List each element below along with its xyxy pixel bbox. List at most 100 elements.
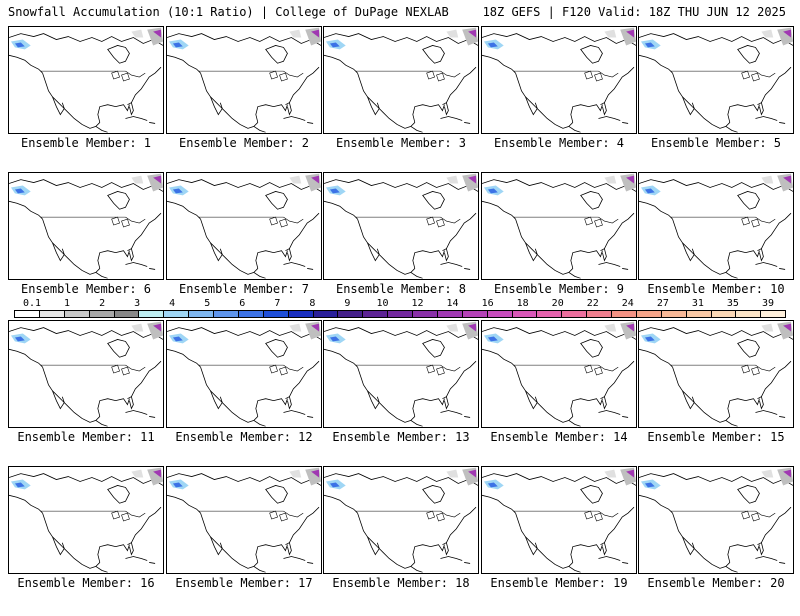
colorbar-cell bbox=[537, 311, 563, 317]
colorbar-cell bbox=[512, 311, 538, 317]
snowfall-map bbox=[166, 172, 322, 280]
snowfall-map bbox=[8, 26, 164, 134]
colorbar-cell bbox=[238, 311, 264, 317]
ensemble-panel: Ensemble Member: 16 bbox=[8, 466, 164, 616]
colorbar-cell bbox=[114, 311, 140, 317]
colorbar-tick-label: 27 bbox=[656, 298, 669, 309]
snowfall-map bbox=[323, 466, 479, 574]
colorbar-tick-label: 8 bbox=[309, 298, 316, 309]
colorbar-cell bbox=[363, 311, 389, 317]
colorbar-cell bbox=[388, 311, 413, 317]
ensemble-member-label: Ensemble Member: 12 bbox=[175, 430, 313, 444]
colorbar-tick-label: 18 bbox=[516, 298, 529, 309]
ensemble-panel: Ensemble Member: 18 bbox=[323, 466, 479, 616]
colorbar-cell bbox=[587, 311, 612, 317]
ensemble-member-label: Ensemble Member: 17 bbox=[175, 576, 313, 590]
colorbar-cell bbox=[736, 311, 762, 317]
colorbar-cell bbox=[487, 311, 513, 317]
ensemble-member-label: Ensemble Member: 2 bbox=[178, 136, 310, 150]
ensemble-panel: Ensemble Member: 2 bbox=[166, 26, 322, 176]
colorbar-tick-label: 24 bbox=[621, 298, 634, 309]
ensemble-member-label: Ensemble Member: 11 bbox=[17, 430, 155, 444]
ensemble-member-label: Ensemble Member: 5 bbox=[650, 136, 782, 150]
snowfall-map bbox=[8, 320, 164, 428]
ensemble-member-label: Ensemble Member: 16 bbox=[17, 576, 155, 590]
colorbar-cell bbox=[263, 311, 289, 317]
colorbar-cell bbox=[139, 311, 165, 317]
ensemble-panel: Ensemble Member: 5 bbox=[638, 26, 794, 176]
ensemble-member-label: Ensemble Member: 8 bbox=[335, 282, 467, 296]
colorbar-cell bbox=[39, 311, 65, 317]
ensemble-panel: Ensemble Member: 11 bbox=[8, 320, 164, 470]
ensemble-member-label: Ensemble Member: 1 bbox=[20, 136, 152, 150]
valid-time-label: 18Z GEFS | F120 Valid: 18Z THU JUN 12 20… bbox=[482, 5, 786, 19]
ensemble-panel: Ensemble Member: 14 bbox=[481, 320, 637, 470]
ensemble-member-label: Ensemble Member: 6 bbox=[20, 282, 152, 296]
snowfall-map bbox=[323, 320, 479, 428]
colorbar-tick-label: 0.1 bbox=[22, 298, 42, 309]
colorbar-cell bbox=[462, 311, 488, 317]
snowfall-map bbox=[481, 26, 637, 134]
ensemble-member-label: Ensemble Member: 14 bbox=[490, 430, 628, 444]
colorbar-tick-label: 7 bbox=[274, 298, 281, 309]
ensemble-panel: Ensemble Member: 8 bbox=[323, 172, 479, 322]
snowfall-map bbox=[481, 172, 637, 280]
colorbar-cell bbox=[214, 311, 239, 317]
colorbar-cell bbox=[338, 311, 364, 317]
ensemble-member-label: Ensemble Member: 9 bbox=[493, 282, 625, 296]
colorbar-cell bbox=[661, 311, 687, 317]
ensemble-panel: Ensemble Member: 9 bbox=[481, 172, 637, 322]
snowfall-map bbox=[638, 26, 794, 134]
snowfall-map bbox=[638, 466, 794, 574]
ensemble-member-label: Ensemble Member: 7 bbox=[178, 282, 310, 296]
snowfall-map bbox=[8, 172, 164, 280]
colorbar-cell bbox=[89, 311, 115, 317]
colorbar-tick-label: 3 bbox=[134, 298, 141, 309]
ensemble-member-label: Ensemble Member: 4 bbox=[493, 136, 625, 150]
ensemble-panel: Ensemble Member: 1 bbox=[8, 26, 164, 176]
colorbar-scale bbox=[14, 310, 786, 318]
ensemble-panel: Ensemble Member: 20 bbox=[638, 466, 794, 616]
colorbar-tick-label: 12 bbox=[411, 298, 424, 309]
ensemble-panel: Ensemble Member: 6 bbox=[8, 172, 164, 322]
ensemble-member-label: Ensemble Member: 19 bbox=[490, 576, 628, 590]
ensemble-panel: Ensemble Member: 3 bbox=[323, 26, 479, 176]
colorbar-tick-label: 35 bbox=[726, 298, 739, 309]
colorbar-cell bbox=[164, 311, 190, 317]
snowfall-map bbox=[166, 26, 322, 134]
colorbar-tick-label: 20 bbox=[551, 298, 564, 309]
colorbar-tick-label: 39 bbox=[761, 298, 775, 309]
ensemble-panel: Ensemble Member: 17 bbox=[166, 466, 322, 616]
colorbar-cell bbox=[288, 311, 314, 317]
snowfall-map bbox=[638, 172, 794, 280]
snowfall-map bbox=[166, 320, 322, 428]
colorbar-tick-label: 22 bbox=[586, 298, 599, 309]
colorbar-tick-label: 9 bbox=[344, 298, 351, 309]
ensemble-panel: Ensemble Member: 7 bbox=[166, 172, 322, 322]
snowfall-map bbox=[8, 466, 164, 574]
ensemble-panel: Ensemble Member: 10 bbox=[638, 172, 794, 322]
colorbar-cell bbox=[413, 311, 438, 317]
snowfall-colorbar: 0.1 1 2 3 4 5 6 7 8 9 10 12 14 16 18 20 22 24 27 31 35 39 bbox=[14, 298, 786, 318]
snowfall-map bbox=[323, 26, 479, 134]
snowfall-map bbox=[323, 172, 479, 280]
colorbar-cell bbox=[761, 311, 786, 317]
snowfall-map bbox=[166, 466, 322, 574]
ensemble-panel: Ensemble Member: 12 bbox=[166, 320, 322, 470]
ensemble-member-label: Ensemble Member: 10 bbox=[647, 282, 785, 296]
map-title: Snowfall Accumulation (10:1 Ratio) | Col… bbox=[8, 5, 449, 19]
colorbar-cell bbox=[313, 311, 339, 317]
colorbar-cell bbox=[686, 311, 712, 317]
ensemble-panel: Ensemble Member: 19 bbox=[481, 466, 637, 616]
colorbar-cell bbox=[612, 311, 637, 317]
ensemble-panel: Ensemble Member: 4 bbox=[481, 26, 637, 176]
colorbar-tick-label: 4 bbox=[169, 298, 176, 309]
colorbar-cell bbox=[437, 311, 463, 317]
colorbar-tick-label: 6 bbox=[239, 298, 246, 309]
ensemble-member-label: Ensemble Member: 15 bbox=[647, 430, 785, 444]
colorbar-tick-label: 31 bbox=[691, 298, 704, 309]
colorbar-cell bbox=[64, 311, 90, 317]
snowfall-map bbox=[638, 320, 794, 428]
colorbar-tick-label: 2 bbox=[99, 298, 106, 309]
colorbar-cell bbox=[15, 311, 40, 317]
